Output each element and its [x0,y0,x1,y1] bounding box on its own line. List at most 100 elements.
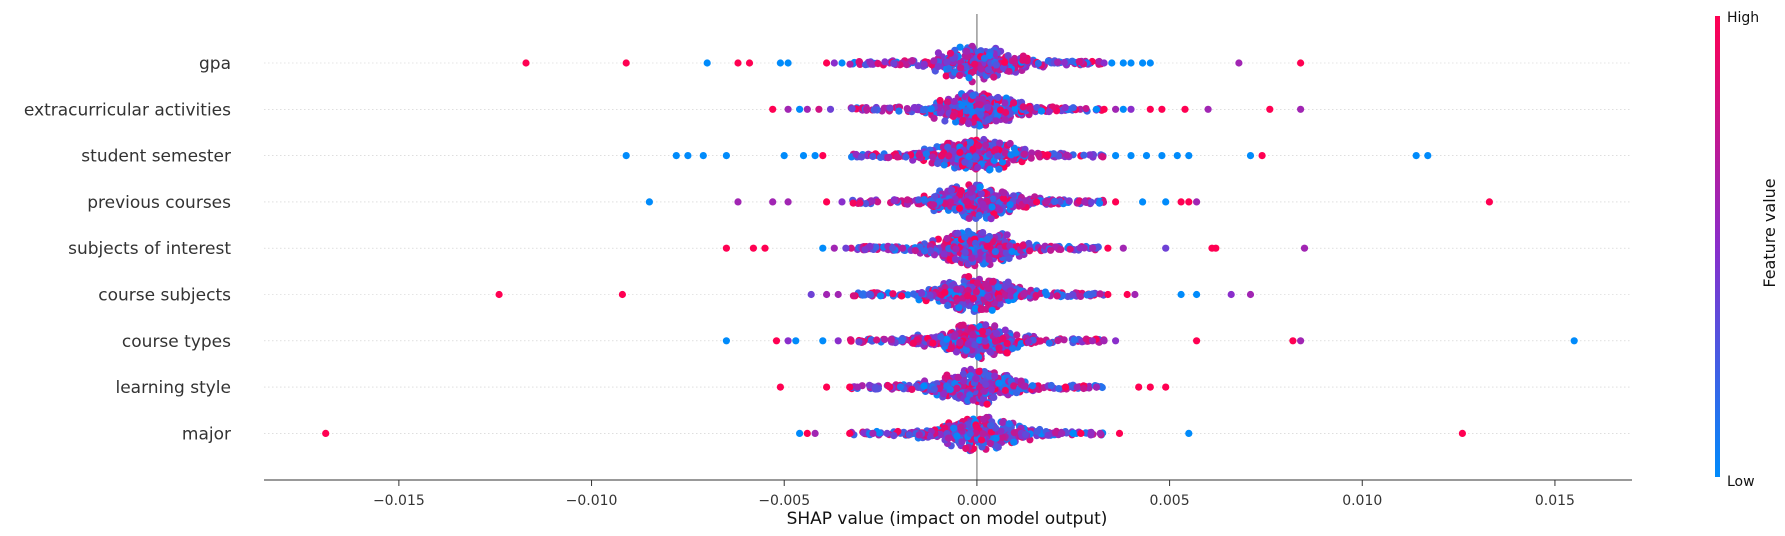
shap-point [887,335,895,343]
shap-point-outlier [838,59,846,67]
shap-point [865,381,874,389]
x-tick-label: −0.015 [373,493,425,509]
shap-point [995,344,1003,352]
shap-point [847,244,855,252]
shap-point [1003,339,1011,348]
shap-point-outlier [784,337,792,345]
x-tick-label: 0.000 [957,493,997,509]
shap-point-outlier [1127,152,1135,160]
shap-point [1018,158,1026,166]
shap-point [982,280,990,288]
shap-point [983,242,991,250]
shap-point [946,49,955,57]
feature-label: subjects of interest [68,239,231,259]
shap-point-outlier [703,59,711,67]
shap-point [876,153,885,161]
shap-point-outlier [1092,105,1100,113]
shap-point [1080,151,1088,159]
shap-point-outlier [815,105,823,113]
shap-point-outlier [1081,198,1089,206]
shap-point [872,243,880,251]
shap-point [982,321,990,329]
shap-point [975,367,983,376]
shap-point [963,47,971,55]
shap-point-outlier [1424,152,1432,160]
shap-point [908,385,916,393]
shap-point [1050,150,1058,158]
shap-point [868,197,876,205]
shap-point [898,292,906,300]
shap-point [1066,245,1074,253]
shap-point-outlier [819,244,827,252]
shap-point [1076,244,1084,252]
shap-point [1043,291,1051,299]
shap-point [971,304,980,313]
shap-point-outlier [684,152,692,160]
x-tick-label: 0.005 [1150,493,1190,509]
shap-point [985,372,993,380]
shap-point-outlier [1088,244,1097,252]
shap-point [994,93,1002,102]
shap-point [994,283,1002,291]
shap-point-outlier [784,105,792,113]
shap-point-outlier [1112,105,1120,113]
shap-point [971,60,979,68]
shap-point [975,142,983,150]
shap-point-outlier [1127,105,1135,113]
shap-point [964,286,972,295]
shap-point [980,387,989,395]
shap-point-outlier [1104,290,1112,299]
shap-point [852,150,860,159]
x-axis-title: SHAP value (impact on model output) [787,509,1108,529]
shap-point [988,306,996,314]
shap-point [874,198,882,206]
shap-point [991,248,1000,256]
shap-point [941,288,949,296]
shap-point [976,336,984,344]
shap-point [855,58,863,66]
shap-point-outlier [495,290,503,299]
shap-point [956,204,964,212]
feature-labels: gpa extracurricular activities student sem… [24,54,231,444]
shap-point-outlier [1458,429,1466,437]
shap-point [1080,384,1088,393]
shap-point [940,250,948,258]
shap-point-outlier [1142,152,1151,160]
shap-point-outlier [780,152,788,160]
shap-point [1008,247,1016,256]
shap-point [1020,150,1028,158]
shap-point [964,396,972,404]
shap-point [1006,201,1014,209]
x-tick-label: 0.015 [1535,493,1575,509]
shap-point [881,335,889,344]
shap-point [1028,382,1037,390]
shap-point [995,165,1003,173]
shap-point-outlier [1146,59,1154,67]
shap-point-outlier [1185,198,1193,206]
shap-point-outlier [522,59,530,67]
shap-point-outlier [722,244,731,252]
shap-points [322,42,1578,455]
shap-point-outlier [1181,105,1189,113]
shap-point [1047,381,1055,390]
shap-point [1043,197,1051,205]
shap-point [883,429,891,437]
shap-point [987,422,995,430]
shap-point [972,288,980,296]
shap-point [953,285,961,293]
shap-point [1058,292,1066,300]
shap-point-outlier [1162,244,1170,252]
x-tick-label: −0.010 [566,493,618,509]
shap-point-outlier [1193,337,1201,345]
shap-point [1033,427,1041,435]
shap-point [980,54,989,62]
shap-point [988,203,996,211]
shap-point [964,292,972,300]
shap-point [972,375,980,383]
shap-point [849,292,858,300]
shap-point [956,43,964,51]
shap-point [1004,278,1012,286]
shap-point [990,73,998,81]
shap-point [1002,249,1010,257]
shap-point [1009,344,1017,352]
